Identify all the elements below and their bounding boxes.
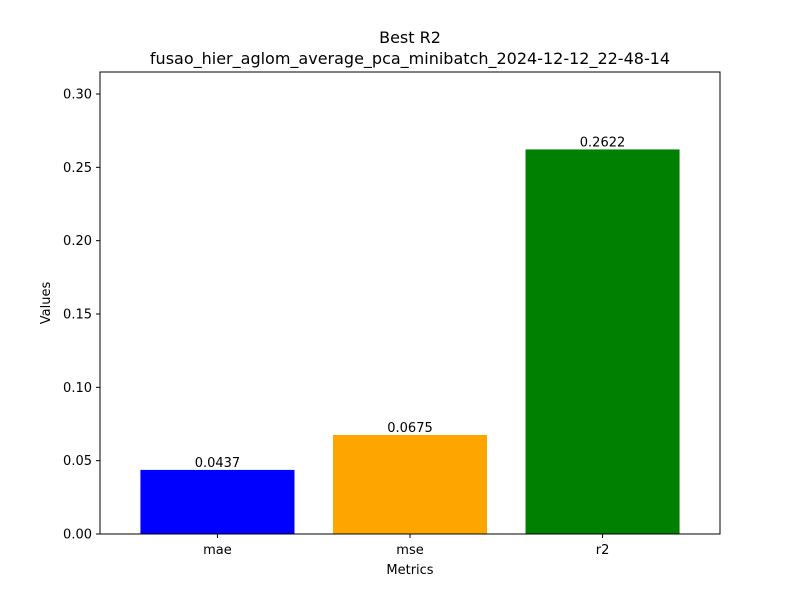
- x-tick-label-mse: mse: [396, 543, 423, 558]
- y-tick-label: 0.30: [63, 88, 92, 103]
- bar-value-label-mse: 0.0675: [387, 421, 433, 436]
- y-tick-label: 0.10: [63, 381, 92, 396]
- bars-group: [140, 149, 680, 534]
- bar-r2: [525, 149, 680, 534]
- y-tick-label: 0.00: [63, 528, 92, 543]
- x-tick-label-mae: mae: [203, 543, 232, 558]
- bar-value-label-r2: 0.2622: [580, 135, 626, 150]
- y-tick-label: 0.15: [63, 308, 92, 323]
- plot-frame: [99, 71, 721, 535]
- bar-mae: [140, 469, 295, 534]
- y-axis-ticks: 0.00 0.05 0.10 0.15 0.20 0.25 0.30: [63, 88, 100, 543]
- y-tick-label: 0.05: [63, 454, 92, 469]
- chart-title: Best R2: [379, 28, 441, 47]
- x-axis-label: Metrics: [386, 563, 433, 578]
- chart-subtitle: fusao_hier_aglom_average_pca_minibatch_2…: [150, 49, 670, 69]
- y-tick-label: 0.25: [63, 161, 92, 176]
- bar-mse: [332, 435, 488, 534]
- x-axis-ticks: mae mse r2: [203, 534, 609, 558]
- x-tick-label-r2: r2: [596, 543, 610, 558]
- bar-value-label-mae: 0.0437: [195, 456, 241, 471]
- y-axis-label: Values: [39, 282, 54, 325]
- y-tick-label: 0.20: [63, 234, 92, 249]
- bar-labels-group: 0.0437 0.0675 0.2622: [195, 135, 626, 470]
